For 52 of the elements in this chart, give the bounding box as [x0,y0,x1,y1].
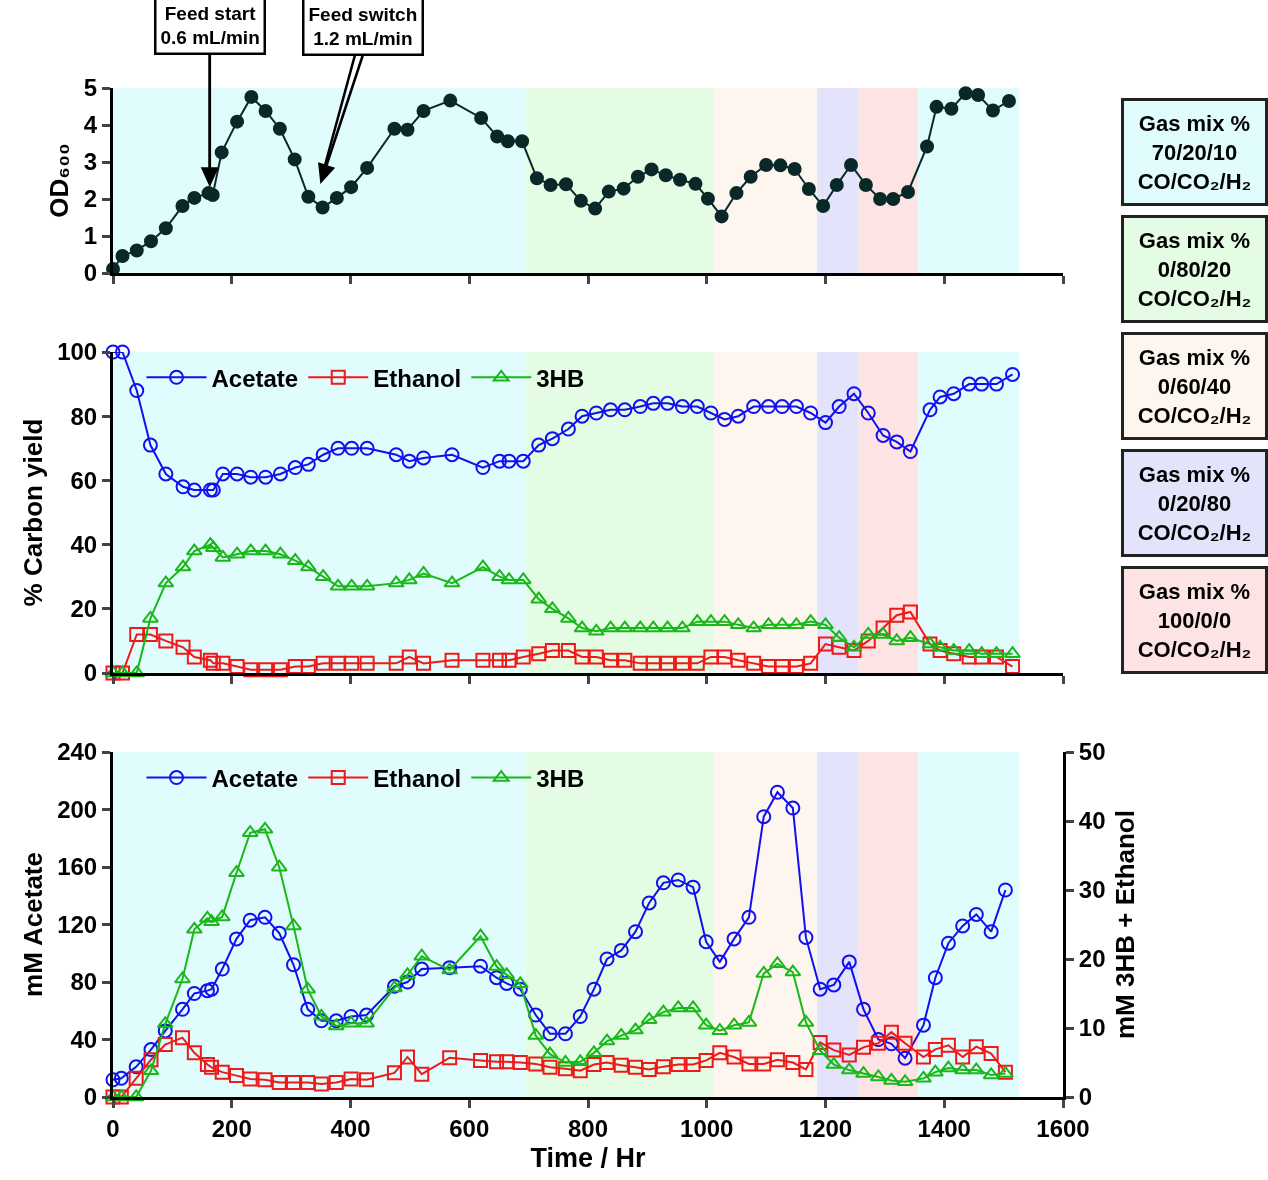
x-tick-label: 1400 [917,1114,971,1142]
y-tick-label: 3 [83,148,98,176]
y-tick-label: 1 [83,222,98,250]
legend-label: Acetate [211,764,299,792]
y2-tick-label: 10 [1078,1014,1106,1042]
legend-label: 3HB [536,764,585,792]
y2-tick-label: 0 [1078,1083,1093,1111]
x-axis-title: Time / Hr [530,1143,647,1174]
y2-tick-label: 40 [1078,807,1106,835]
x-tick-label: 600 [449,1114,490,1142]
y-tick-label: 60 [70,466,98,494]
y-tick-label: 0 [83,659,98,687]
legend-label: 3HB [536,364,585,392]
y-tick-label: 80 [70,402,98,430]
x-tick-label: 0 [106,1114,120,1142]
y-tick-label: 5 [83,74,98,102]
y-tick-label: 40 [70,531,98,558]
y-tick-label: 40 [70,1025,98,1053]
legend-label: Acetate [211,364,299,392]
x-tick-label: 800 [567,1114,609,1142]
legend-label: Ethanol [373,764,462,792]
x-tick-label: 200 [211,1114,252,1142]
x-tick-label: 1600 [1036,1114,1090,1142]
text: Gas mix % 70/20/10 CO/CO₂/H₂ [1137,111,1252,194]
annotation: Feed start 0.6 mL/min [160,2,260,49]
y-axis-title: OD₆₀₀ [44,143,75,218]
y-axis-title: % Carbon yield [17,418,48,607]
y2-axis-title: mM 3HB + Ethanol [1110,810,1141,1039]
y-tick-label: 100 [57,338,98,366]
x-tick-label: 1000 [680,1114,734,1142]
y-tick-label: 200 [57,795,98,823]
y-axis-title: mM Acetate [17,852,48,997]
text: Gas mix % 0/20/80 CO/CO₂/H₂ [1137,462,1252,545]
y-tick-label: 80 [70,968,98,996]
y-tick-label: 2 [83,185,98,213]
text: Gas mix % 0/80/20 CO/CO₂/H₂ [1137,228,1252,311]
x-tick-label: 400 [330,1114,371,1142]
y-tick-label: 240 [57,738,98,766]
text: Gas mix % 100/0/0 CO/CO₂/H₂ [1137,579,1252,662]
y-tick-label: 120 [57,910,98,938]
y2-tick-label: 50 [1078,738,1106,766]
legend-label: Ethanol [373,364,462,392]
annotation: Feed switch 1.2 mL/min [308,3,418,50]
y-tick-label: 0 [83,259,98,287]
y-tick-label: 4 [83,111,98,139]
x-tick-label: 1200 [798,1114,853,1142]
y2-tick-label: 20 [1078,945,1106,973]
y-tick-label: 160 [57,853,98,881]
text: Gas mix % 0/60/40 CO/CO₂/H₂ [1137,345,1252,428]
y-tick-label: 0 [83,1083,98,1111]
y2-tick-label: 30 [1078,876,1106,904]
y-tick-label: 20 [70,595,98,623]
